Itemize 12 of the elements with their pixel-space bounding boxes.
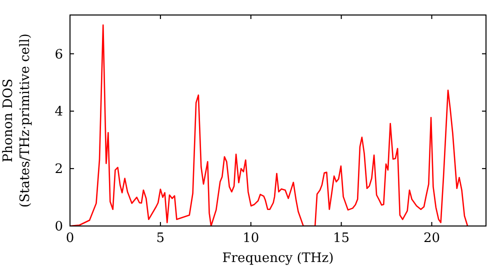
x-tick-label: 0 — [66, 231, 74, 246]
x-tick-label: 5 — [156, 231, 165, 246]
x-tick-label: 15 — [333, 231, 350, 246]
x-tick-label: 10 — [242, 231, 260, 246]
y-tick-label: 6 — [54, 47, 63, 62]
x-tick-label: 20 — [423, 231, 440, 246]
y-axis-title: Phonon DOS (States/THz·primitive cell) — [1, 33, 33, 208]
y-tick-label: 0 — [54, 220, 63, 235]
y-tick-label: 2 — [54, 162, 63, 178]
x-axis-title: Frequency (THz) — [222, 251, 334, 266]
line-series — [70, 24, 468, 226]
y-tick-label: 4 — [54, 104, 63, 120]
